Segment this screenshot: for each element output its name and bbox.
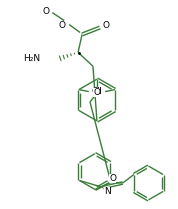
Text: O: O — [93, 88, 100, 97]
Text: N: N — [104, 187, 110, 196]
Text: Cl: Cl — [91, 87, 100, 96]
Text: O: O — [109, 174, 116, 183]
Text: O: O — [59, 21, 66, 30]
Text: Cl: Cl — [94, 87, 103, 96]
Text: O: O — [102, 21, 109, 30]
Text: O: O — [43, 7, 50, 16]
Text: H₂N: H₂N — [23, 54, 40, 63]
